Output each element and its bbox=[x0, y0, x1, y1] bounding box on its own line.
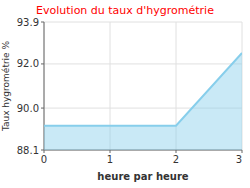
title: Evolution du taux d'hygrométrie bbox=[36, 4, 214, 17]
x-tick-label: 1 bbox=[107, 154, 113, 165]
series bbox=[44, 53, 242, 150]
y-grid-line bbox=[44, 63, 242, 64]
y-tick-label: 88.1 bbox=[17, 145, 39, 156]
axes: 88.1 90.0 92.0 93.9 0 1 2 3 bbox=[17, 17, 242, 166]
plot-background bbox=[44, 22, 242, 150]
grid bbox=[44, 22, 242, 150]
y-grid-line bbox=[44, 22, 242, 23]
chart-container: 88.1 90.0 92.0 93.9 0 1 2 3 Evolution du taux d'… bbox=[0, 0, 250, 188]
line bbox=[44, 53, 242, 126]
x-axis-label: heure par heure bbox=[97, 171, 188, 182]
y-tick-label: 90.0 bbox=[17, 103, 39, 114]
x-tick-label: 3 bbox=[236, 154, 242, 165]
chart: 88.1 90.0 92.0 93.9 0 1 2 3 Evolution du taux d'… bbox=[0, 0, 250, 188]
x-tick-label: 2 bbox=[173, 154, 179, 165]
x-tick-label: 0 bbox=[41, 154, 47, 165]
area bbox=[44, 53, 242, 150]
y-tick-label: 92.0 bbox=[17, 58, 39, 69]
y-axis-label: Taux hygrométrie % bbox=[1, 40, 11, 132]
y-tick-label: 93.9 bbox=[17, 17, 39, 28]
